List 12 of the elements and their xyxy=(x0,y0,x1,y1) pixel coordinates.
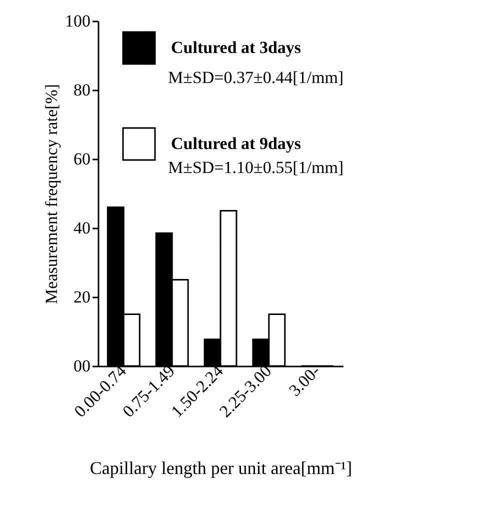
y-tick-label: 100 xyxy=(65,12,90,30)
y-tick-label: 60 xyxy=(74,150,90,168)
y-axis-title: Measurement frequency rate[%] xyxy=(42,84,61,304)
legend-label: Cultured at 3days xyxy=(171,38,302,57)
x-tick-label: 3.00- xyxy=(285,361,324,400)
annotation: M±SD=0.37±0.44[1/mm] xyxy=(168,68,344,87)
y-tick-label: 20 xyxy=(74,288,90,306)
legend-label: Cultured at 9days xyxy=(171,134,302,153)
x-axis-title: Capillary length per unit area[mm⁻¹] xyxy=(90,458,352,478)
y-tick-label: 40 xyxy=(74,218,90,238)
annotation: M±SD=1.10±0.55[1/mm] xyxy=(168,158,344,177)
y-tick-label: 80 xyxy=(74,80,90,100)
